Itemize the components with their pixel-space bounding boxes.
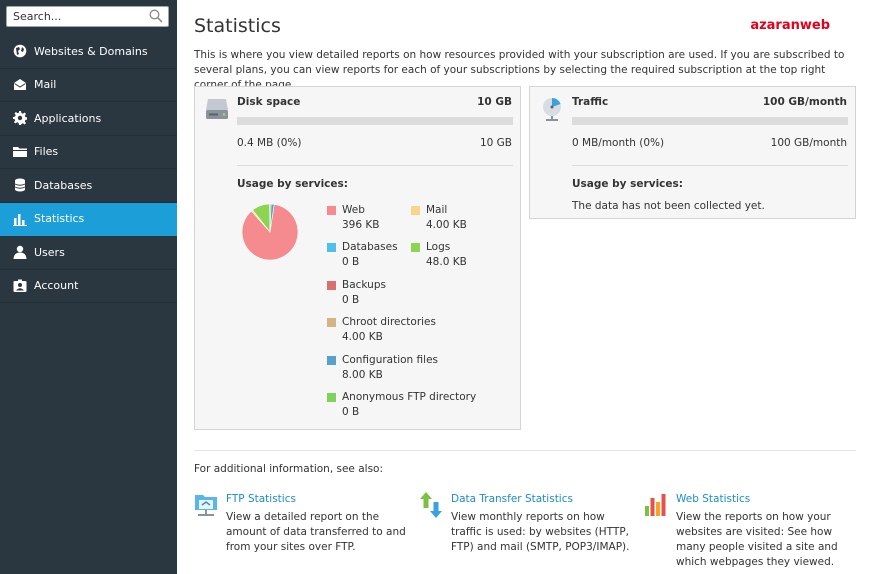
sidebar-item-statistics[interactable]: Statistics [0,202,177,236]
ftp-icon [195,495,217,516]
legend-swatch [327,243,336,252]
divider [572,165,848,166]
sidebar-item-label: Databases [34,178,93,192]
legend-item-databases: Databases 0 B [327,240,398,270]
sidebar-item-label: Websites & Domains [34,44,148,58]
legend-swatch [327,318,336,327]
ftp-statistics-link[interactable]: FTP Statistics [226,493,296,505]
gear-icon [13,111,27,126]
sidebar-item-users[interactable]: Users [0,236,177,270]
folder-icon [13,146,27,157]
legend-label: Chroot directories [342,316,436,328]
traffic-usage-title: Usage by services: [572,178,683,190]
pie-slice-configuration-files [269,203,275,233]
legend-item-anonymous-ftp: Anonymous FTP directory 0 B [327,390,476,420]
divider [237,165,513,166]
sidebar-item-label: Users [34,245,65,259]
disk-available: 10 GB [479,137,512,149]
disk-space-panel: Disk space 10 GB 0.4 MB (0%) 10 GB Usage… [194,86,521,430]
legend-value: 4.00 KB [426,219,467,231]
sidebar-item-websites-domains[interactable]: Websites & Domains [0,35,177,69]
legend-value: 0 B [342,406,360,418]
disk-used: 0.4 MB (0%) [237,137,302,149]
search-input[interactable] [7,7,137,26]
legend-value: 48.0 KB [426,256,467,268]
data-transfer-statistics-desc: View monthly reports on how traffic is u… [451,511,630,553]
sidebar-item-label: Applications [34,111,102,125]
see-also-heading: For additional information, see also: [194,463,384,475]
legend-label: Mail [426,204,448,216]
legend-label: Web [342,204,365,216]
legend-swatch [327,206,336,215]
divider [194,450,856,451]
legend-label: Configuration files [342,354,439,366]
main-content: Statistics azaranweb This is where you v… [177,0,870,574]
transfer-arrows-icon [420,492,442,518]
page-title: Statistics [194,15,281,37]
legend-swatch [327,356,336,365]
disk-usage-pie-chart [241,203,299,261]
legend-label: Databases [342,241,398,253]
disk-usage-title: Usage by services: [237,178,348,190]
mail-icon [14,78,26,90]
disk-space-title: Disk space [237,96,301,108]
web-statistics-desc: View the reports on how your websites ar… [676,511,838,568]
legend-label: Anonymous FTP directory [342,391,477,403]
sidebar-item-label: Statistics [34,212,85,226]
legend-value: 4.00 KB [342,331,383,343]
search-icon[interactable] [149,9,163,23]
bar-chart-icon [13,213,27,226]
legend-item-chroot-directories: Chroot directories 4.00 KB [327,315,436,345]
sidebar-nav: Websites & Domains Mail Applications Fil… [0,35,177,303]
account-icon [13,279,27,292]
database-icon [14,178,26,192]
sidebar-item-mail[interactable]: Mail [0,69,177,102]
legend-swatch [411,206,420,215]
traffic-used: 0 MB/month (0%) [572,137,665,149]
legend-label: Backups [342,279,386,291]
traffic-gauge-icon [543,97,561,121]
legend-item-mail: Mail 4.00 KB [411,203,467,233]
sidebar-item-account[interactable]: Account [0,270,177,303]
legend-swatch [411,243,420,252]
disk-usage-bar [237,117,513,125]
sidebar-item-label: Account [34,279,79,293]
legend-item-configuration-files: Configuration files 8.00 KB [327,353,438,383]
web-stats-icon [645,494,666,516]
web-statistics-link[interactable]: Web Statistics [676,493,751,505]
traffic-usage-bar [572,117,848,125]
legend-item-backups: Backups 0 B [327,278,386,308]
sidebar-item-files[interactable]: Files [0,136,177,169]
search-box [6,6,169,27]
legend-value: 0 B [342,256,360,268]
sidebar-item-label: Files [34,145,59,159]
sidebar: Websites & Domains Mail Applications Fil… [0,0,177,574]
sidebar-item-databases[interactable]: Databases [0,169,177,203]
traffic-title: Traffic [572,96,609,108]
legend-swatch [327,393,336,402]
user-icon [13,246,27,260]
legend-item-web: Web 396 KB [327,203,379,233]
disk-space-total: 10 GB [477,96,512,108]
sidebar-item-label: Mail [34,78,57,92]
legend-value: 8.00 KB [342,369,383,381]
traffic-panel: Traffic 100 GB/month 0 MB/month (0%) 100… [529,86,856,219]
data-transfer-statistics-link[interactable]: Data Transfer Statistics [451,493,573,505]
legend-item-logs: Logs 48.0 KB [411,240,467,270]
sidebar-item-applications[interactable]: Applications [0,102,177,136]
traffic-total: 100 GB/month [762,96,847,108]
legend-swatch [327,281,336,290]
brand-logo: azaranweb [750,18,830,33]
traffic-no-data: The data has not been collected yet. [572,200,765,212]
globe-icon [13,44,27,58]
legend-label: Logs [426,241,451,253]
traffic-available: 100 GB/month [770,137,847,149]
hard-drive-icon [206,99,228,119]
legend-value: 0 B [342,294,360,306]
ftp-statistics-desc: View a detailed report on the amount of … [226,511,406,553]
legend-value: 396 KB [342,219,380,231]
